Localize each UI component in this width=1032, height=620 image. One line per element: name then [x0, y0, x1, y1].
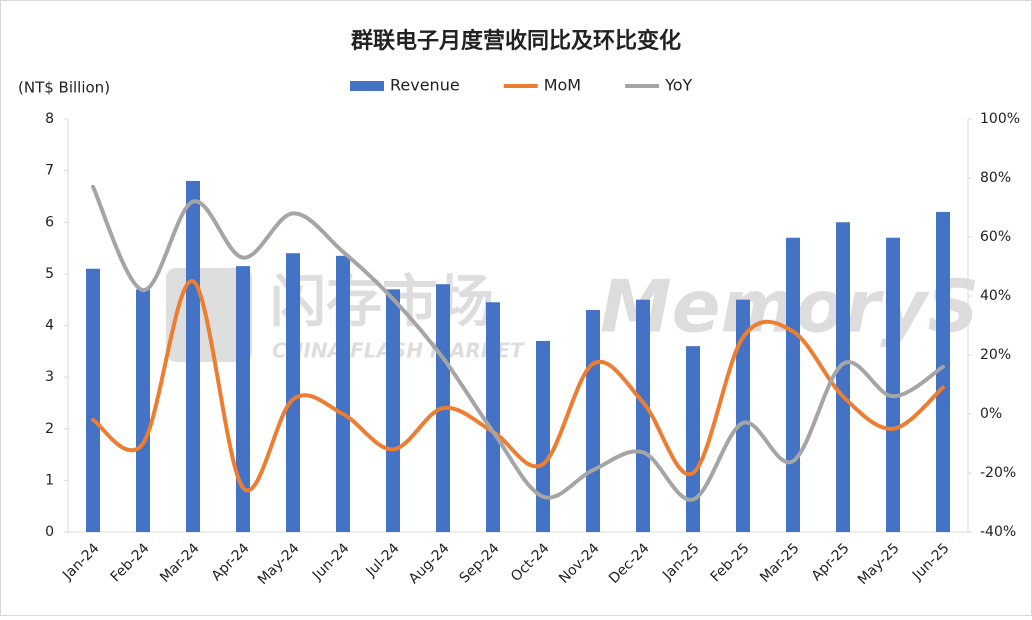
y-tick-label: 1	[45, 472, 54, 488]
line-mom	[91, 279, 945, 493]
bar	[786, 237, 800, 533]
bar	[336, 255, 350, 532]
legend-label: YoY	[664, 76, 692, 95]
y2-tick-label: 20%	[980, 347, 1011, 363]
y2-tick-label: 80%	[980, 170, 1011, 186]
y-tick-label: 8	[45, 111, 54, 127]
y-tick-label: 3	[45, 369, 54, 385]
bar	[386, 289, 400, 532]
bar	[86, 268, 100, 532]
bar	[836, 222, 850, 532]
bar	[236, 266, 250, 532]
y-tick-label: 0	[45, 524, 54, 540]
watermark-cn: 闪存市场	[270, 270, 494, 335]
bar	[186, 180, 200, 532]
y-tick-label: 7	[45, 163, 54, 179]
y-tick-label: 6	[45, 214, 54, 230]
line-yoy	[91, 184, 945, 502]
bar	[686, 346, 700, 532]
y-tick-label: 5	[45, 266, 54, 282]
y2-tick-label: 100%	[980, 111, 1020, 127]
bar	[936, 211, 950, 533]
y2-tick-label: -40%	[980, 524, 1016, 540]
legend-swatch	[350, 81, 384, 91]
bar	[536, 340, 550, 532]
bar	[886, 237, 900, 533]
chart-title: 群联电子月度营收同比及环比变化	[351, 28, 681, 54]
y-tick-label: 4	[45, 318, 54, 334]
bar	[586, 310, 600, 532]
y2-tick-label: 40%	[980, 288, 1011, 304]
y-tick-label: 2	[45, 421, 54, 437]
y2-tick-label: -20%	[980, 465, 1016, 481]
legend-label: MoM	[544, 76, 581, 95]
legend-label: Revenue	[390, 76, 460, 95]
y2-tick-label: 0%	[980, 406, 1002, 422]
bar	[286, 253, 300, 532]
y2-tick-label: 60%	[980, 229, 1011, 245]
bar	[636, 299, 650, 532]
bar	[486, 302, 500, 532]
bar	[136, 289, 150, 532]
y-axis-label: (NT$ Billion)	[18, 79, 110, 97]
bar	[736, 299, 750, 532]
